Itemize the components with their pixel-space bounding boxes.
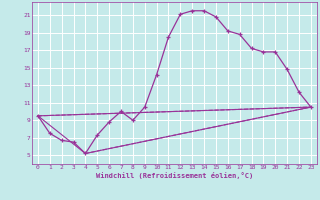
X-axis label: Windchill (Refroidissement éolien,°C): Windchill (Refroidissement éolien,°C) bbox=[96, 172, 253, 179]
